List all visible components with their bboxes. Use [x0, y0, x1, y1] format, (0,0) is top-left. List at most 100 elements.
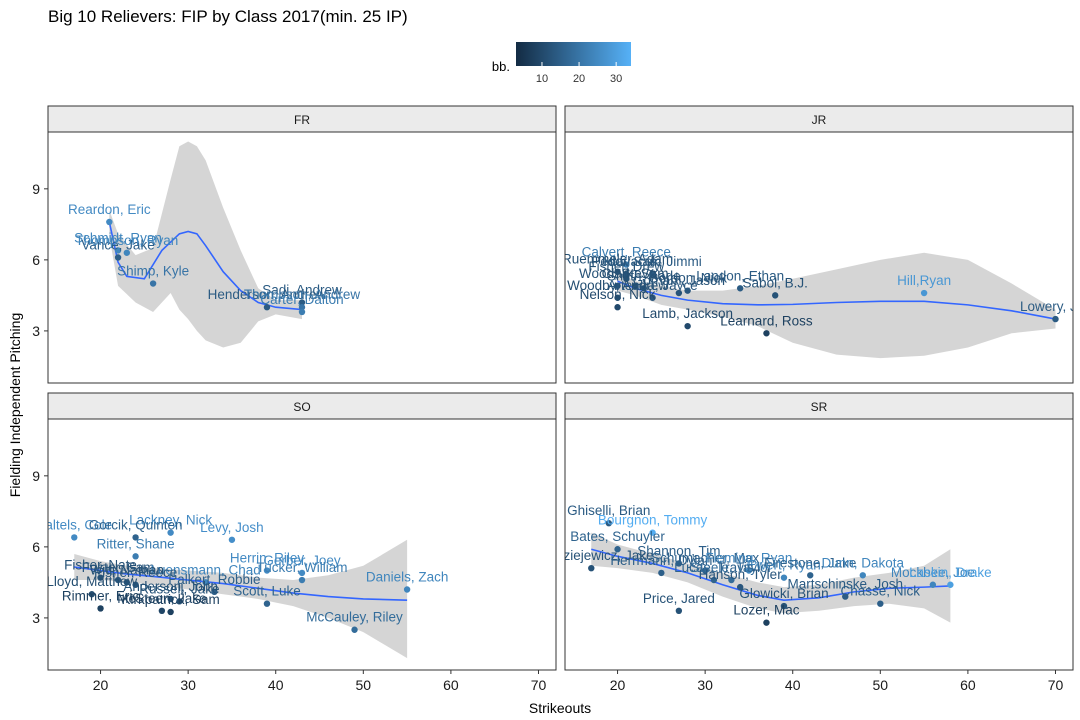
data-point [675, 560, 683, 567]
point-label: Henderson, Andrew [208, 287, 327, 302]
point-label: Russell, Jake [139, 581, 219, 596]
data-point [211, 588, 218, 596]
point-label: Laskin, Drake [909, 565, 992, 580]
data-point [710, 576, 718, 584]
point-label: Levy, Josh [200, 520, 264, 535]
axes: 3 6 9 3 6 9 20 30 40 50 60 70 20 30 40 50 60 70 [32, 181, 1063, 693]
point-label: Fisher, Drew [588, 259, 664, 274]
point-label: Gerber, Joey [263, 553, 341, 568]
point-label: Hanson, Tyler [699, 567, 783, 582]
x-tick-label: 30 [180, 677, 196, 693]
data-point [877, 600, 884, 607]
data-point [263, 600, 271, 607]
data-point [403, 586, 411, 593]
y-tick-label: 9 [32, 181, 40, 197]
point-label: Luensmann, Chad [150, 562, 260, 577]
x-tick-label: 20 [93, 677, 109, 693]
point-label: Lloyd, Matthew [46, 574, 137, 589]
data-point [149, 280, 157, 287]
data-point [263, 567, 271, 574]
data-point [772, 292, 779, 299]
confidence-band [617, 252, 1056, 359]
facet-label: SR [811, 400, 828, 414]
data-point [298, 304, 306, 311]
data-point [807, 572, 814, 579]
point-label: Martschinske, Josh [788, 577, 904, 592]
point-label: McSteen, Jake [117, 591, 206, 606]
point-label: Schumacher, Max [651, 551, 759, 566]
data-point [132, 534, 139, 541]
legend-tick-label: 30 [610, 73, 622, 85]
data-point [614, 294, 621, 301]
point-label: Lowery, Jay [1020, 299, 1080, 314]
x-tick-label: 70 [1048, 677, 1064, 693]
point-label: Steele, Taylor [691, 560, 773, 575]
point-label: Kirkpatrick, Sam [121, 592, 219, 607]
point-label: Thompson, Ryan [75, 233, 178, 248]
data-point [167, 529, 174, 536]
x-tick-label: 40 [268, 677, 284, 693]
data-point [920, 289, 928, 297]
data-point [859, 572, 866, 579]
data-point [623, 275, 630, 283]
panel-border [564, 131, 1074, 384]
x-tick-label: 20 [610, 677, 626, 693]
point-label: Rimmer, Eric [62, 588, 139, 603]
y-tick-label: 6 [32, 539, 40, 555]
point-label: Price, Jared [643, 591, 715, 606]
point-label: Sadi, Andrew [262, 282, 342, 297]
data-point [623, 261, 630, 268]
data-point [675, 607, 683, 615]
point-label: Glowicki, Brian [739, 586, 828, 601]
point-label: Peddi, Sam [591, 254, 661, 269]
point-label: Shimp, Kyle [117, 264, 189, 279]
y-tick-label: 3 [32, 323, 40, 339]
point-label: Daniels, Zach [366, 569, 449, 584]
data-point [114, 254, 122, 261]
data-point [123, 579, 131, 586]
data-point [763, 330, 770, 337]
panel-border [47, 418, 557, 671]
x-tick-label: 40 [785, 677, 801, 693]
point-label: Lozer, Mac [733, 603, 799, 618]
facet-strip [47, 105, 557, 133]
data-point [614, 546, 621, 553]
point-label: Herrmann, Dylan [610, 553, 712, 568]
data-point [640, 285, 648, 292]
data-point [684, 287, 691, 294]
chart-title: Big 10 Relievers: FIP by Class 2017(min.… [48, 7, 408, 26]
data-point [631, 282, 639, 290]
point-label: Fisher, Nate [64, 558, 137, 573]
point-label: Tucker, William [256, 560, 347, 575]
data-point [649, 270, 656, 278]
data-point [614, 282, 621, 290]
data-point [88, 591, 95, 598]
point-label: Scott, Luke [233, 584, 301, 599]
data-point [97, 605, 104, 612]
data-point [106, 218, 113, 226]
smooth-line [74, 566, 408, 601]
data-point [114, 576, 122, 584]
point-label: Gorcik, Quinten [89, 517, 183, 532]
point-label: Gordon, Nick [648, 271, 727, 286]
y-tick-label: 6 [32, 252, 40, 268]
point-label: Mockbee, Joe [891, 565, 975, 580]
data-point [263, 304, 271, 311]
point-label: Witt, Nathan [90, 562, 164, 577]
point-label: Ghiselli, Brian [567, 503, 650, 518]
point-label: Firestone, Jake [764, 555, 856, 570]
point-label: Bourgnon, Tommy [598, 513, 708, 528]
legend-tick-label: 20 [573, 73, 585, 85]
x-tick-label: 50 [873, 677, 889, 693]
point-label: Baltels, Cole [36, 517, 112, 532]
data-point [947, 581, 954, 588]
point-label: Arteaga, Jayce [608, 278, 698, 293]
data-point [123, 249, 131, 256]
data-point [745, 567, 753, 574]
data-point [298, 308, 306, 316]
point-label: Shannon, Tim [637, 543, 720, 558]
